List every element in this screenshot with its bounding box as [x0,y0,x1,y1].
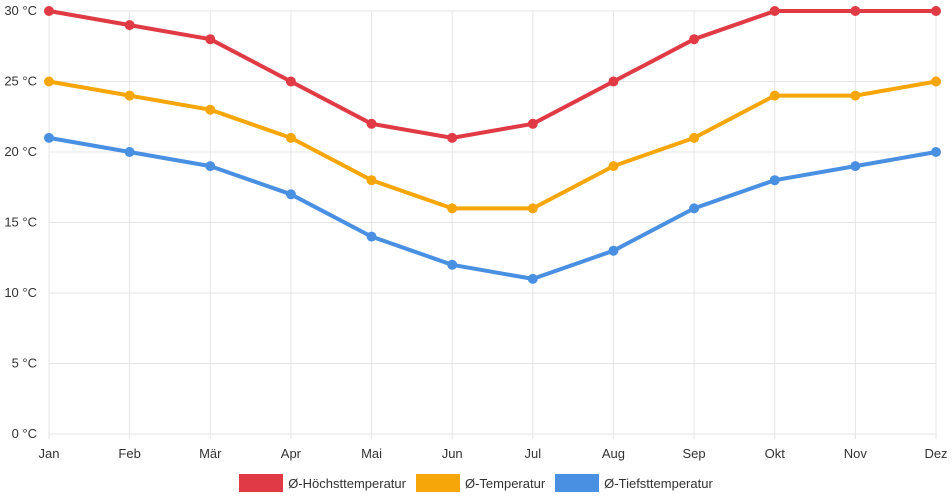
series-line-0 [47,9,938,140]
data-point [366,231,377,242]
data-point [124,90,135,101]
data-point [447,203,458,214]
data-point [205,104,216,115]
legend-label-max: Ø-Höchsttemperatur [288,475,406,491]
data-point [769,175,780,186]
y-tick-label: 10 °C [4,285,37,300]
data-point [44,132,54,143]
data-point [689,203,700,214]
data-point [205,161,216,172]
data-point [689,132,700,143]
y-tick-label: 15 °C [4,215,37,230]
series-lines [44,6,941,284]
x-tick-label: Jun [442,446,463,461]
legend-swatch-max [239,474,284,492]
data-point [850,6,861,16]
data-point [205,34,216,45]
x-tick-label: Jul [525,446,542,461]
data-point [608,161,619,172]
legend-item-max[interactable]: Ø-Höchsttemperatur [239,474,406,492]
data-point [44,76,54,87]
data-point [608,76,619,87]
data-point [689,34,700,45]
legend-item-avg[interactable]: Ø-Temperatur [415,474,546,492]
data-point [931,6,941,16]
grid-lines [48,10,937,439]
y-tick-label: 0 °C [12,426,37,441]
data-point [447,132,458,143]
data-point [527,273,538,284]
legend-label-avg: Ø-Temperatur [464,475,546,491]
x-tick-label: Aug [602,446,625,461]
data-point [124,147,135,157]
legend-label-min: Ø-Tiefsttemperatur [604,475,713,491]
data-point [608,245,619,256]
y-tick-label: 5 °C [12,356,37,371]
y-tick-label: 20 °C [4,144,37,159]
legend-item-min[interactable]: Ø-Tiefsttemperatur [555,474,713,492]
x-tick-label: Sep [683,446,706,461]
data-point [527,203,538,214]
data-point [366,118,377,129]
x-tick-label: Feb [118,446,140,461]
x-tick-label: Okt [765,446,786,461]
x-tick-label: Nov [844,446,868,461]
y-tick-label: 30 °C [4,3,37,18]
x-tick-label: Mai [361,446,382,461]
x-axis-labels: Jan Feb Mär Apr Mai Jun Jul Aug Sep Okt Nov Dez [39,446,948,461]
data-point [931,76,941,87]
data-point [447,259,458,270]
data-point [931,147,941,157]
x-tick-label: Mär [199,446,222,461]
series-line-1 [47,79,938,211]
data-point [527,118,538,129]
data-point [850,161,861,172]
data-point [769,90,780,101]
data-point [44,6,54,16]
data-point [366,175,377,186]
legend-swatch-min [555,474,600,492]
data-point [850,90,861,101]
x-tick-label: Dez [924,446,947,461]
y-tick-label: 25 °C [4,74,37,89]
x-tick-label: Jan [39,446,60,461]
legend-swatch-avg [415,474,460,492]
data-point [285,132,296,143]
y-axis-labels: 0 °C 5 °C 10 °C 15 °C 20 °C 25 °C 30 °C [4,3,37,441]
data-point [285,76,296,87]
series-line-2 [47,135,938,281]
x-tick-label: Apr [281,446,302,461]
data-point [769,6,780,16]
data-point [285,189,296,200]
data-point [124,20,135,31]
legend: Ø-Höchsttemperatur Ø-Temperatur Ø-Tiefst… [0,472,952,494]
temperature-line-chart: 0 °C 5 °C 10 °C 15 °C 20 °C 25 °C 30 °C Jan Feb… [4,3,948,461]
